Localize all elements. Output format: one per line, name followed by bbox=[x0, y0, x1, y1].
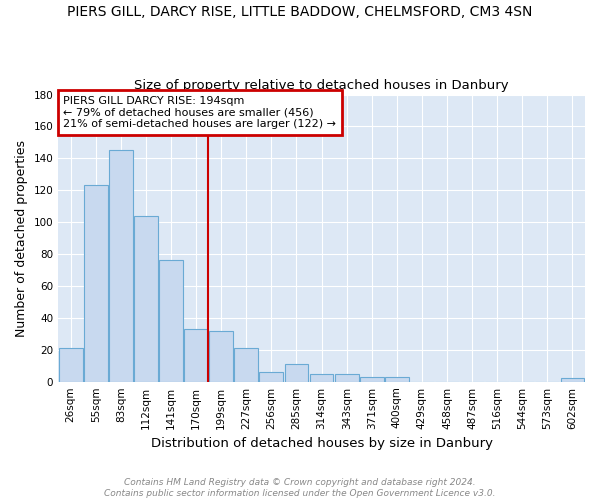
X-axis label: Distribution of detached houses by size in Danbury: Distribution of detached houses by size … bbox=[151, 437, 493, 450]
Bar bbox=[134, 216, 158, 382]
Bar bbox=[159, 260, 183, 382]
Y-axis label: Number of detached properties: Number of detached properties bbox=[15, 140, 28, 336]
Bar bbox=[310, 374, 334, 382]
Bar bbox=[385, 377, 409, 382]
Bar bbox=[284, 364, 308, 382]
Bar bbox=[335, 374, 359, 382]
Bar bbox=[109, 150, 133, 382]
Bar bbox=[209, 330, 233, 382]
Text: PIERS GILL DARCY RISE: 194sqm
← 79% of detached houses are smaller (456)
21% of : PIERS GILL DARCY RISE: 194sqm ← 79% of d… bbox=[64, 96, 337, 129]
Bar bbox=[84, 186, 108, 382]
Bar bbox=[259, 372, 283, 382]
Bar bbox=[235, 348, 258, 382]
Bar bbox=[184, 329, 208, 382]
Text: PIERS GILL, DARCY RISE, LITTLE BADDOW, CHELMSFORD, CM3 4SN: PIERS GILL, DARCY RISE, LITTLE BADDOW, C… bbox=[67, 5, 533, 19]
Bar bbox=[360, 377, 383, 382]
Bar bbox=[560, 378, 584, 382]
Text: Contains HM Land Registry data © Crown copyright and database right 2024.
Contai: Contains HM Land Registry data © Crown c… bbox=[104, 478, 496, 498]
Bar bbox=[59, 348, 83, 382]
Title: Size of property relative to detached houses in Danbury: Size of property relative to detached ho… bbox=[134, 79, 509, 92]
